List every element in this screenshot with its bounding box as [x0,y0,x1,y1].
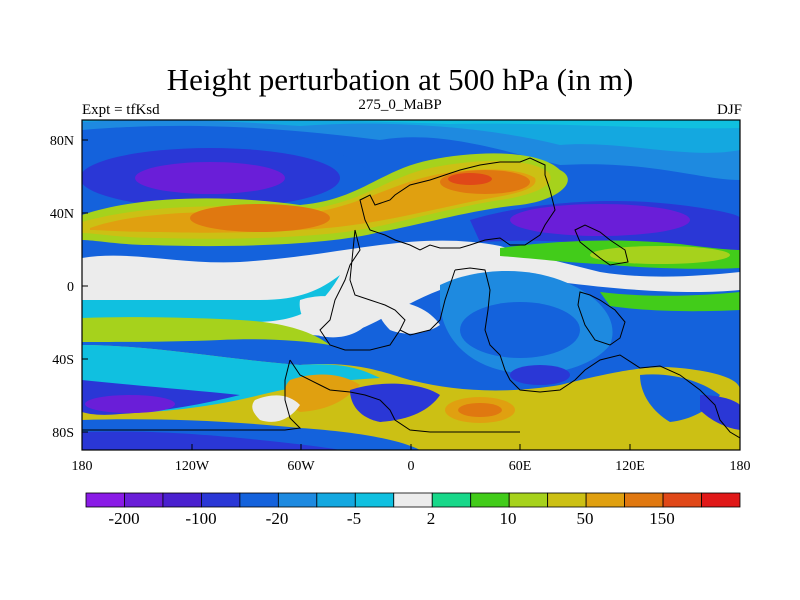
colorbar-label: -100 [185,509,216,528]
x-tick-label: 180 [72,459,93,474]
contour-field [82,120,740,450]
x-tick-label: 180 [730,459,751,474]
colorbar-label: -20 [266,509,289,528]
colorbar-labels: -200 -100 -20 -5 2 10 50 150 [108,509,674,528]
x-tick-label: 0 [408,459,415,474]
colorbar-label: 2 [427,509,436,528]
colorbar-swatch [124,492,164,508]
x-ticks [81,444,741,450]
colorbar-swatch [470,492,510,508]
map-title: Height perturbation at 500 hPa (in m) [166,62,634,97]
y-tick-label: 0 [67,280,74,295]
x-tick-label: 120E [615,459,645,474]
colorbar-swatch [393,492,433,508]
colorbar-swatch [201,492,241,508]
colorbar-label: -5 [347,509,361,528]
colorbar-swatch [585,492,625,508]
x-tick-label: 120W [175,459,210,474]
y-tick-label: 80S [52,426,74,441]
colorbar-swatch [277,492,318,508]
colorbar-swatch [508,492,549,508]
y-tick-label: 80N [50,134,74,149]
y-tick-label: 40S [52,353,74,368]
colorbar-swatch [701,492,741,508]
period-label: 275_0_MaBP [358,97,442,113]
colorbar-swatch [316,492,356,508]
colorbar-label: 150 [649,509,675,528]
colorbar-swatch [85,492,125,508]
colorbar-swatch [162,492,202,508]
colorbar-swatch [239,492,279,508]
experiment-label: Expt = tfKsd [82,102,160,118]
colorbar-swatch [431,492,472,508]
colorbar-label: -200 [108,509,139,528]
colorbar-label: 10 [500,509,517,528]
colorbar-swatch [354,492,395,508]
colorbar-swatch [662,492,702,508]
colorbar [85,492,741,508]
colorbar-swatch [547,492,587,508]
colorbar-swatch [624,492,664,508]
season-label: DJF [716,102,742,118]
colorbar-label: 50 [577,509,594,528]
coastline-outlines [82,157,740,450]
x-tick-label: 60W [287,459,315,474]
x-tick-label: 60E [509,459,532,474]
y-tick-label: 40N [50,207,74,222]
y-ticks [82,139,88,433]
